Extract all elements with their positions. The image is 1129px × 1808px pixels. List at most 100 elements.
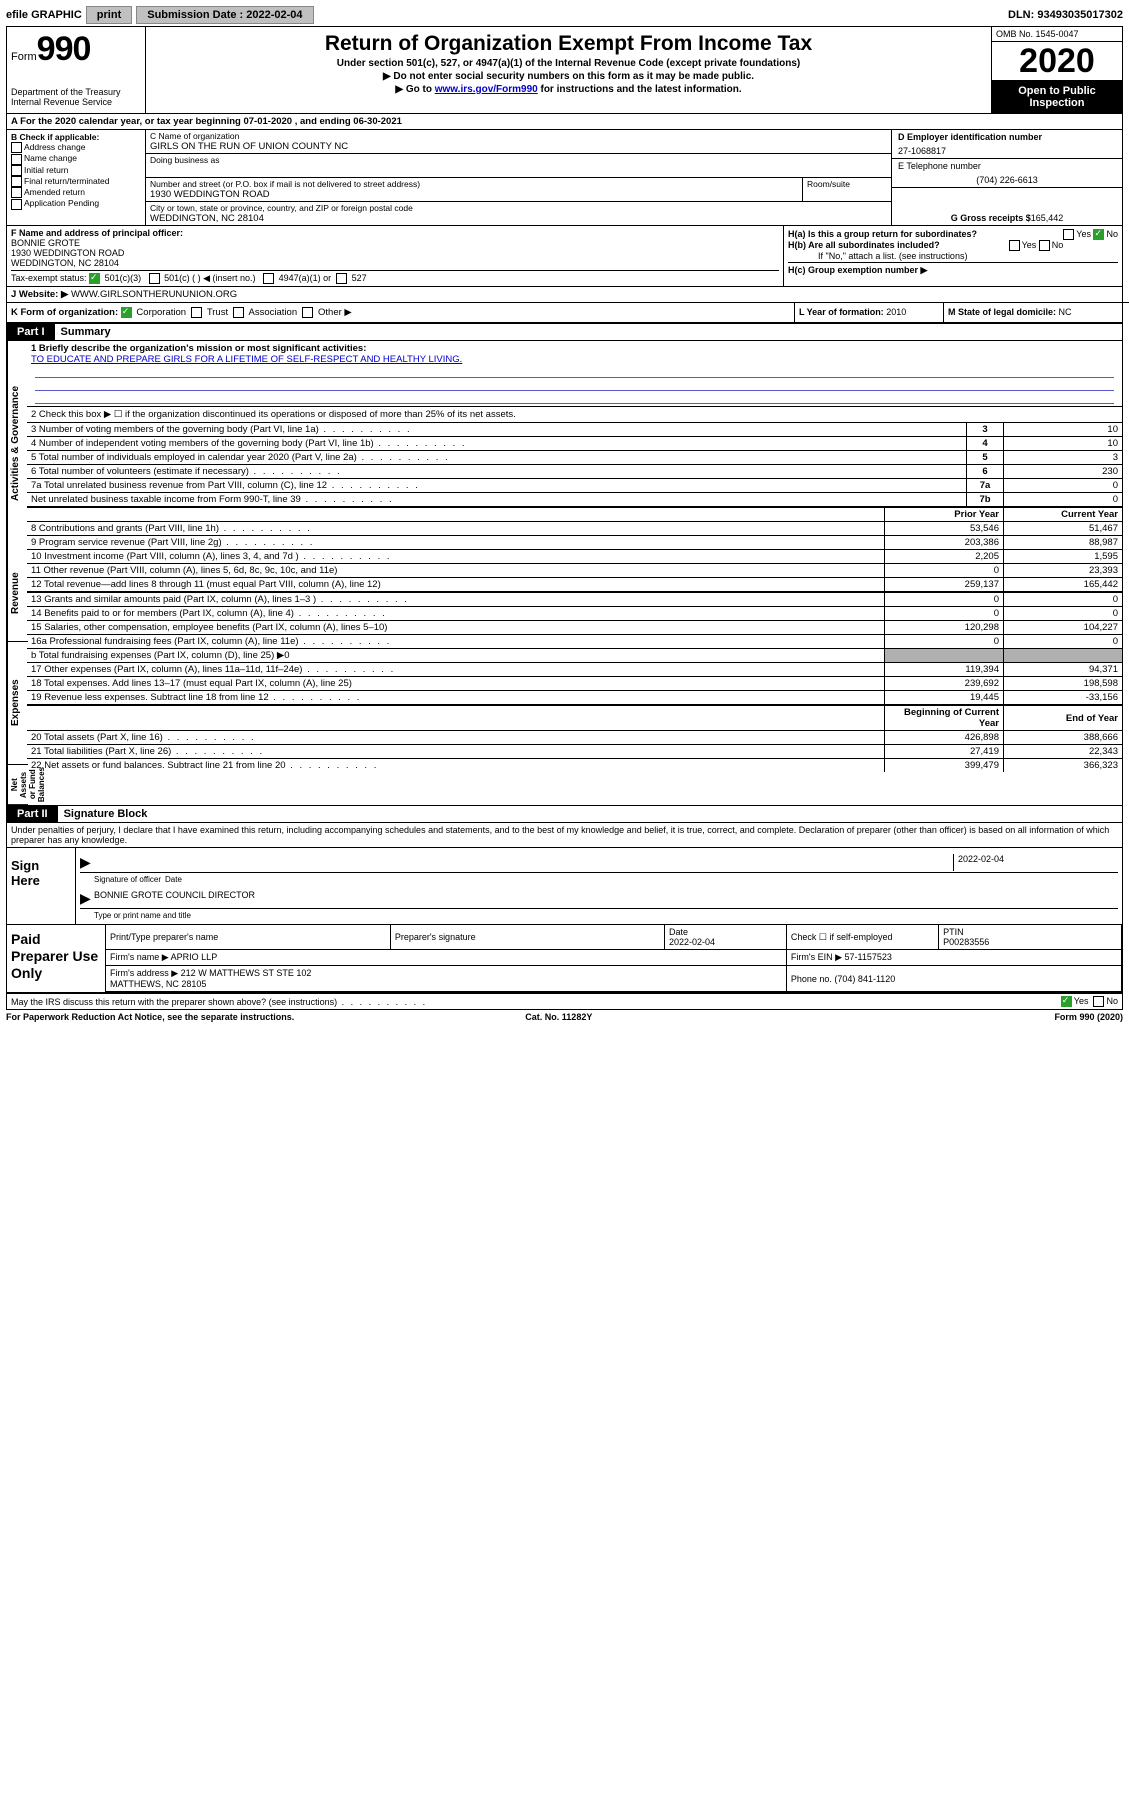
prep-name-label: Print/Type preparer's name — [106, 925, 390, 950]
f-label: F Name and address of principal officer: — [11, 228, 183, 238]
website-label: J Website: ▶ — [11, 289, 68, 300]
gross-cell: G Gross receipts $165,442 — [892, 211, 1122, 225]
table-row: Beginning of Current YearEnd of Year — [27, 705, 1122, 731]
l17-curr: 94,371 — [1004, 663, 1123, 677]
part1-title: Summary — [55, 324, 117, 340]
l21-text: 21 Total liabilities (Part X, line 26) — [27, 745, 885, 759]
check-name[interactable]: Name change — [11, 153, 141, 164]
form-no: 990 — [37, 30, 91, 68]
l20-text: 20 Total assets (Part X, line 16) — [27, 731, 885, 745]
gross-value: 165,442 — [1031, 213, 1064, 223]
tel-cell: E Telephone number (704) 226-6613 — [892, 159, 1122, 188]
check-initial[interactable]: Initial return — [11, 165, 141, 176]
hc-label: H(c) Group exemption number ▶ — [788, 265, 927, 275]
section-j: J Website: ▶ WWW.GIRLSONTHERUNUNION.ORG — [7, 287, 1129, 303]
check-501c3[interactable] — [89, 273, 100, 284]
section-k: K Form of organization: Corporation Trus… — [7, 303, 795, 322]
city-cell: City or town, state or province, country… — [146, 202, 891, 225]
l9-text: 9 Program service revenue (Part VIII, li… — [27, 536, 885, 550]
pra-notice: For Paperwork Reduction Act Notice, see … — [6, 1012, 294, 1022]
table-row: 13 Grants and similar amounts paid (Part… — [27, 592, 1122, 607]
l11-text: 11 Other revenue (Part VIII, column (A),… — [27, 564, 885, 578]
l16a-text: 16a Professional fundraising fees (Part … — [27, 635, 885, 649]
table-row: 22 Net assets or fund balances. Subtract… — [27, 759, 1122, 773]
h-c-line: H(c) Group exemption number ▶ — [788, 262, 1118, 276]
table-row: Firm's name ▶ APRIO LLP Firm's EIN ▶ 57-… — [106, 950, 1122, 966]
l7b-text: Net unrelated business taxable income fr… — [27, 493, 967, 507]
check-other[interactable] — [302, 307, 313, 318]
identity-block: B Check if applicable: Address change Na… — [7, 130, 1122, 226]
prep-date-value: 2022-02-04 — [669, 937, 715, 947]
l5-text: 5 Total number of individuals employed i… — [27, 451, 967, 465]
discuss-text: May the IRS discuss this return with the… — [11, 997, 427, 1007]
l12-curr: 165,442 — [1004, 578, 1123, 592]
501c3-label: 501(c)(3) — [105, 273, 142, 283]
dba-label: Doing business as — [150, 155, 887, 165]
check-trust[interactable] — [191, 307, 202, 318]
section-c: C Name of organization GIRLS ON THE RUN … — [146, 130, 891, 225]
officer-addr2: WEDDINGTON, NC 28104 — [11, 258, 119, 268]
l4-val: 10 — [1004, 437, 1123, 451]
fh-row: F Name and address of principal officer:… — [7, 226, 1122, 287]
ha-yes[interactable] — [1063, 229, 1074, 240]
l12-text: 12 Total revenue—add lines 8 through 11 … — [27, 578, 885, 592]
l21-prior: 27,419 — [885, 745, 1004, 759]
check-amended[interactable]: Amended return — [11, 187, 141, 198]
check-final[interactable]: Final return/terminated — [11, 176, 141, 187]
q1-block: 1 Briefly describe the organization's mi… — [27, 341, 1122, 406]
arrow-icon: ▶ — [80, 854, 94, 871]
gross-label: G Gross receipts $ — [951, 213, 1031, 223]
table-row: 18 Total expenses. Add lines 13–17 (must… — [27, 677, 1122, 691]
hb-no[interactable] — [1039, 240, 1050, 251]
section-h: H(a) Is this a group return for subordin… — [784, 226, 1122, 286]
trust-label: Trust — [207, 307, 228, 318]
klm-row: K Form of organization: Corporation Trus… — [7, 303, 1122, 323]
form990-link[interactable]: www.irs.gov/Form990 — [435, 84, 538, 95]
note2-pre: ▶ Go to — [395, 84, 434, 95]
type-name-label: Type or print name and title — [94, 911, 191, 920]
firm-addr-label: Firm's address ▶ — [110, 968, 178, 978]
city-label: City or town, state or province, country… — [150, 203, 887, 213]
l5-val: 3 — [1004, 451, 1123, 465]
check-527[interactable] — [336, 273, 347, 284]
street-row: Number and street (or P.O. box if mail i… — [146, 178, 891, 202]
firm-ein-label: Firm's EIN ▶ — [791, 952, 842, 962]
discuss-no[interactable] — [1093, 996, 1104, 1007]
l11-curr: 23,393 — [1004, 564, 1123, 578]
table-row: b Total fundraising expenses (Part IX, c… — [27, 649, 1122, 663]
check-assoc[interactable] — [233, 307, 244, 318]
section-m: M State of legal domicile: NC — [944, 303, 1122, 322]
l16b-shade1 — [885, 649, 1004, 663]
officer-addr1: 1930 WEDDINGTON ROAD — [11, 248, 124, 258]
print-button[interactable]: print — [86, 6, 132, 24]
table-row: 9 Program service revenue (Part VIII, li… — [27, 536, 1122, 550]
check-501c[interactable] — [149, 273, 160, 284]
l4-num: 4 — [967, 437, 1004, 451]
firm-name-cell: Firm's name ▶ APRIO LLP — [106, 950, 786, 966]
hb-yes[interactable] — [1009, 240, 1020, 251]
prep-date-cell: Date2022-02-04 — [665, 925, 787, 950]
ptin-value: P00283556 — [943, 937, 989, 947]
sign-here-label: Sign Here — [7, 848, 76, 924]
check-address[interactable]: Address change — [11, 142, 141, 153]
no-label2: No — [1052, 240, 1064, 250]
discuss-yes-label: Yes — [1074, 996, 1089, 1006]
check-pending[interactable]: Application Pending — [11, 198, 141, 209]
form-footer: Form 990 (2020) — [1054, 1012, 1123, 1022]
sig-name: BONNIE GROTE COUNCIL DIRECTOR — [94, 890, 1118, 907]
l6-text: 6 Total number of volunteers (estimate i… — [27, 465, 967, 479]
l16b-shade2 — [1004, 649, 1123, 663]
form-prefix: Form — [11, 51, 37, 63]
check-corp[interactable] — [121, 307, 132, 318]
sig-officer[interactable] — [94, 854, 953, 871]
ptin-cell: PTINP00283556 — [939, 925, 1122, 950]
ha-no[interactable] — [1093, 229, 1104, 240]
netassets-table: Beginning of Current YearEnd of Year 20 … — [27, 704, 1122, 772]
other-label: Other ▶ — [318, 307, 352, 318]
ha-label: H(a) Is this a group return for subordin… — [788, 229, 977, 239]
check-4947[interactable] — [263, 273, 274, 284]
l3-num: 3 — [967, 423, 1004, 437]
discuss-yes[interactable] — [1061, 996, 1072, 1007]
form-number: Form990 — [11, 30, 141, 69]
h-a-line: H(a) Is this a group return for subordin… — [788, 229, 1118, 239]
